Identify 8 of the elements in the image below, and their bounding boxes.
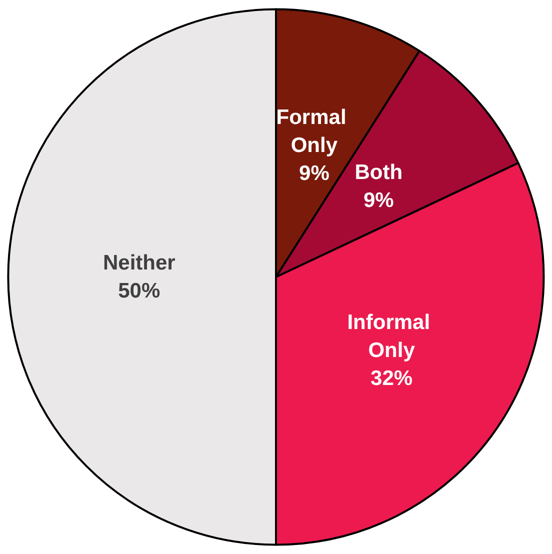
slice-label: Neither [102, 252, 176, 274]
slice-label: Formal Only [276, 106, 352, 158]
slice-label: Informal Only [347, 310, 436, 362]
data-label: 9% [363, 188, 394, 212]
data-label: 50% [118, 280, 160, 302]
data-label: 32% [370, 366, 413, 390]
data-label: 9% [299, 162, 330, 186]
slice-label: Both [354, 160, 403, 184]
